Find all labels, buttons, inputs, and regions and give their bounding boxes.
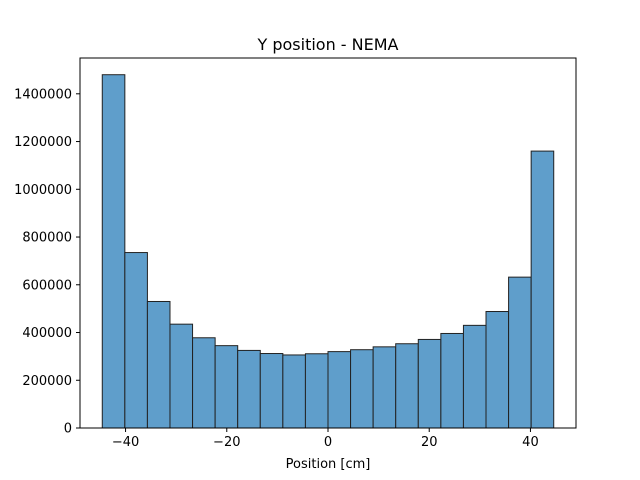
x-axis-label: Position [cm]: [286, 457, 371, 472]
histogram-bar: [101, 74, 126, 429]
x-tick-label: −20: [213, 435, 240, 450]
histogram-bar: [237, 349, 261, 429]
histogram-bar: [395, 343, 419, 429]
histogram-bar: [372, 346, 397, 429]
y-tick-label: 200000: [22, 374, 72, 389]
histogram-bar: [259, 353, 284, 429]
y-tick-label: 1200000: [14, 135, 72, 150]
histogram-bar: [192, 337, 216, 429]
chart-title: Y position - NEMA: [256, 35, 398, 54]
histogram-bar: [417, 338, 442, 429]
histogram-bar: [282, 354, 306, 429]
x-tick-label: −40: [112, 435, 139, 450]
histogram-bar: [485, 311, 510, 429]
histogram-bar: [462, 324, 487, 429]
histogram-bar: [124, 252, 148, 429]
histogram-bar: [327, 351, 352, 429]
histogram-bar: [530, 150, 555, 429]
histogram-bar: [214, 345, 239, 429]
histogram-bar: [146, 300, 171, 429]
x-axis: −40 −20 0 20 40: [112, 428, 539, 450]
histogram-bar: [350, 349, 374, 429]
y-tick-label: 400000: [22, 326, 72, 341]
histogram-bar: [304, 353, 329, 429]
x-tick-label: 20: [421, 435, 438, 450]
bars-group: [101, 74, 555, 429]
y-tick-label: 800000: [22, 231, 72, 246]
y-tick-label: 1400000: [14, 87, 72, 102]
x-tick-label: 0: [324, 435, 332, 450]
y-tick-label: 1000000: [14, 183, 72, 198]
y-axis: 0 200000 400000 600000 800000 1000000 1200000 1…: [14, 87, 80, 437]
histogram-bar: [440, 332, 464, 429]
y-tick-label: 0: [64, 422, 72, 437]
y-tick-label: 600000: [22, 278, 72, 293]
x-tick-label: 40: [522, 435, 539, 450]
histogram-bar: [169, 323, 194, 429]
histogram-bar: [508, 276, 532, 429]
